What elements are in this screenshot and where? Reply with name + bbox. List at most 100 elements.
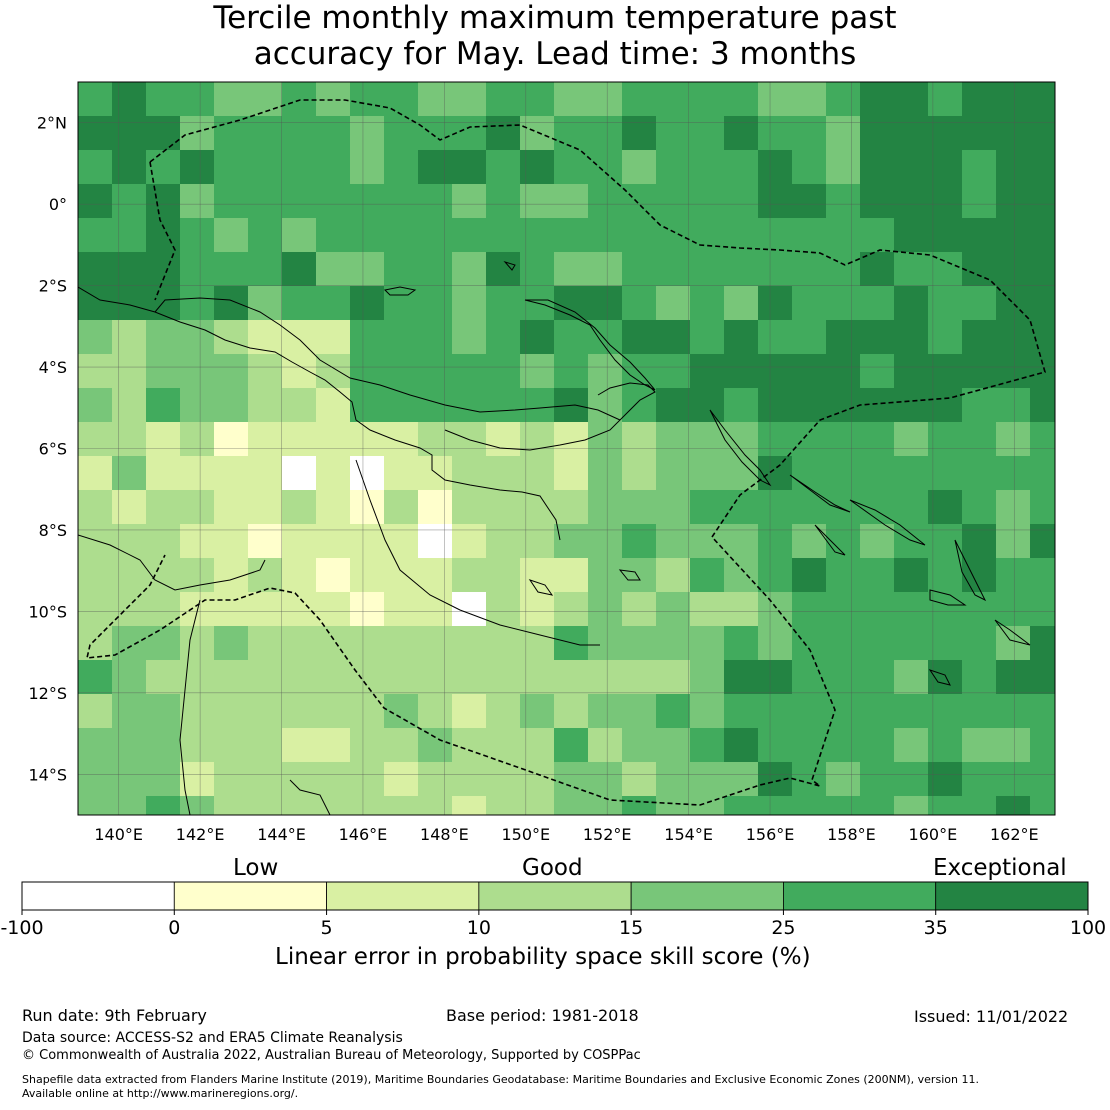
grid-cell [350, 252, 384, 286]
grid-cell [78, 150, 112, 184]
grid-cell [418, 422, 452, 456]
grid-cell [112, 796, 146, 815]
grid-cell [146, 762, 180, 796]
grid-cell [860, 184, 894, 218]
grid-cell [520, 354, 554, 388]
grid-cell [1030, 82, 1055, 116]
grid-cell [996, 116, 1030, 150]
grid-cell [860, 354, 894, 388]
base-period: Base period: 1981-2018 [446, 1006, 639, 1025]
grid-cell [588, 218, 622, 252]
grid-cell [520, 456, 554, 490]
grid-cell [622, 320, 656, 354]
grid-cell [520, 694, 554, 728]
grid-cell [146, 82, 180, 116]
grid-cell [418, 354, 452, 388]
graticule [78, 82, 1055, 815]
grid-cell [894, 660, 928, 694]
grid-cell [384, 694, 418, 728]
map-title: Tercile monthly maximum temperature past… [0, 0, 1110, 72]
grid-cell [180, 116, 214, 150]
grid-cell [452, 796, 486, 815]
grid-cell [418, 660, 452, 694]
grid-cell [758, 796, 792, 815]
grid-cell [486, 184, 520, 218]
grid-cell [962, 762, 996, 796]
grid-cell [792, 82, 826, 116]
grid-cell [78, 116, 112, 150]
grid-cell [928, 286, 962, 320]
lon-label: 156°E [746, 825, 795, 844]
grid-cell [690, 286, 724, 320]
grid-cell [928, 320, 962, 354]
grid-cell [894, 762, 928, 796]
colorbar-tick-label: 10 [467, 917, 491, 939]
grid-cell [554, 456, 588, 490]
grid-cell [520, 150, 554, 184]
grid-cell [996, 524, 1030, 558]
grid-cell [78, 660, 112, 694]
grid-cell [690, 558, 724, 592]
grid-cell [316, 388, 350, 422]
grid-cell [350, 150, 384, 184]
lat-label: 8°S [39, 521, 67, 540]
grid-cell [452, 252, 486, 286]
grid-cell [928, 422, 962, 456]
grid-cell [1030, 660, 1055, 694]
grid-cell [452, 762, 486, 796]
grid-cell [112, 388, 146, 422]
grid-cell [656, 82, 690, 116]
grid-cell [180, 490, 214, 524]
grid-cell [758, 728, 792, 762]
grid-cell [282, 592, 316, 626]
grid-cell [826, 456, 860, 490]
grid-cell [622, 490, 656, 524]
grid-cell [214, 184, 248, 218]
grid-cell [826, 286, 860, 320]
grid-cell [486, 728, 520, 762]
grid-cell [180, 82, 214, 116]
lon-label: 150°E [501, 825, 550, 844]
issued-date: Issued: 11/01/2022 [914, 1007, 1069, 1026]
grid-cell [928, 456, 962, 490]
colorbar: -100 0 5 10 15 25 35 100 [0, 881, 1106, 939]
grid-cell [792, 558, 826, 592]
grid-cell [962, 82, 996, 116]
grid-cell [860, 150, 894, 184]
grid-cell [928, 728, 962, 762]
lat-label: 10°S [28, 602, 67, 621]
grid-cell [316, 490, 350, 524]
colorbar-label: Linear error in probability space skill … [275, 944, 811, 970]
latitude-labels: 2°N 0° 2°S 4°S 6°S 8°S 10°S 12°S 14°S [28, 114, 67, 785]
grid-cell [350, 728, 384, 762]
grid-cell [724, 796, 758, 815]
grid-cell [588, 252, 622, 286]
grid-cell [248, 660, 282, 694]
grid-cell [690, 728, 724, 762]
grid-cell [452, 354, 486, 388]
grid-cell [350, 354, 384, 388]
grid-cell [996, 354, 1030, 388]
grid-cell [826, 558, 860, 592]
grid-cell [214, 150, 248, 184]
grid-cell [622, 82, 656, 116]
grid-cell [316, 184, 350, 218]
grid-cell [282, 82, 316, 116]
grid-cell [214, 524, 248, 558]
grid-cell [316, 728, 350, 762]
grid-cell [180, 728, 214, 762]
lon-label: 146°E [339, 825, 388, 844]
grid-cell [826, 592, 860, 626]
colorbar-segment [326, 881, 480, 911]
grid-cell [180, 252, 214, 286]
grid-cell [622, 456, 656, 490]
grid-cell [588, 592, 622, 626]
grid-cell [248, 694, 282, 728]
grid-cell [520, 524, 554, 558]
grid-cell [894, 218, 928, 252]
grid-cell [146, 388, 180, 422]
lat-label: 14°S [28, 765, 67, 784]
grid-cell [384, 558, 418, 592]
grid-cell [486, 524, 520, 558]
grid-cell [792, 796, 826, 815]
